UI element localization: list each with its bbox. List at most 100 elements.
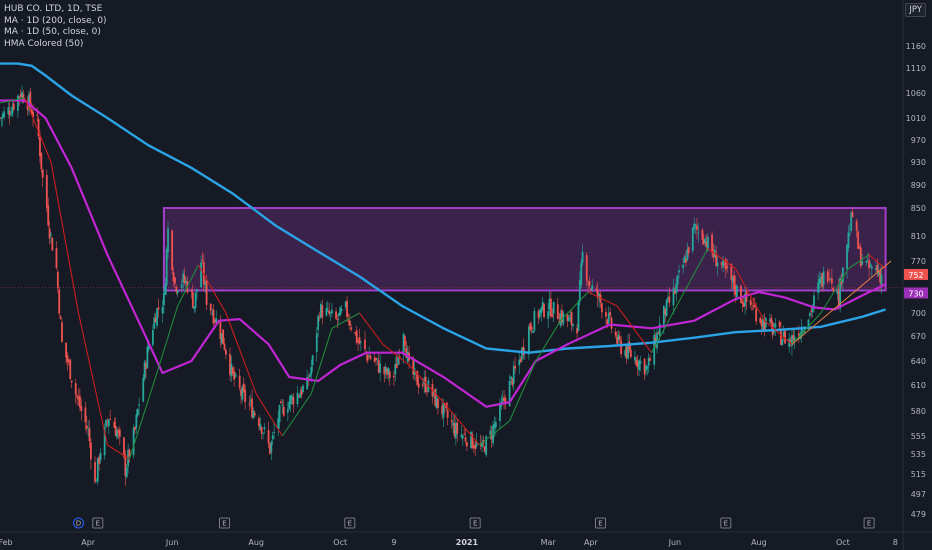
resistance-zone[interactable]: [162, 207, 887, 292]
candle-body[interactable]: [550, 298, 552, 317]
candle-body[interactable]: [625, 346, 628, 359]
candle-body[interactable]: [355, 330, 358, 343]
candle-body[interactable]: [375, 357, 377, 361]
candle-body[interactable]: [253, 413, 256, 416]
candle-body[interactable]: [869, 264, 872, 266]
candle-body[interactable]: [441, 405, 444, 415]
candle-body[interactable]: [80, 405, 83, 412]
earnings-marker[interactable]: [344, 517, 356, 529]
candle-body[interactable]: [830, 278, 833, 284]
candle-body[interactable]: [711, 234, 713, 253]
candle-body[interactable]: [596, 290, 599, 298]
candle-body[interactable]: [810, 310, 813, 313]
candle-body[interactable]: [519, 358, 522, 363]
candle-body[interactable]: [317, 315, 320, 330]
candle-body[interactable]: [106, 422, 109, 423]
candle-body[interactable]: [879, 270, 881, 283]
candle-body[interactable]: [201, 260, 204, 262]
candle-body[interactable]: [668, 296, 671, 303]
candle-body[interactable]: [302, 385, 304, 393]
candle-body[interactable]: [191, 292, 194, 308]
candle-body[interactable]: [793, 337, 796, 343]
candle-body[interactable]: [868, 260, 870, 269]
candle-body[interactable]: [223, 343, 226, 350]
candle-body[interactable]: [840, 278, 843, 285]
earnings-marker[interactable]: [219, 517, 230, 529]
candle-body[interactable]: [58, 289, 61, 314]
candle-body[interactable]: [19, 93, 22, 97]
candle-body[interactable]: [791, 335, 793, 346]
candle-body[interactable]: [778, 321, 781, 327]
candle-body[interactable]: [576, 327, 578, 334]
candle-body[interactable]: [78, 395, 81, 408]
legend-hma[interactable]: HMA Colored (50): [4, 38, 84, 49]
candle-body[interactable]: [69, 359, 72, 380]
candle-body[interactable]: [357, 340, 359, 342]
candle-body[interactable]: [26, 103, 29, 110]
candle-body[interactable]: [386, 369, 388, 375]
candle-body[interactable]: [694, 224, 697, 226]
candle-body[interactable]: [740, 285, 742, 303]
candle-body[interactable]: [204, 282, 207, 286]
candle-body[interactable]: [230, 363, 233, 377]
candle-body[interactable]: [350, 327, 353, 330]
candle-body[interactable]: [117, 430, 120, 434]
candle-body[interactable]: [21, 91, 23, 98]
candle-body[interactable]: [552, 301, 555, 314]
candle-body[interactable]: [164, 284, 167, 295]
candle-body[interactable]: [848, 233, 851, 235]
candle-body[interactable]: [521, 347, 523, 360]
candle-body[interactable]: [109, 418, 112, 420]
candle-body[interactable]: [489, 430, 492, 435]
candle-body[interactable]: [138, 404, 141, 406]
candle-body[interactable]: [855, 221, 858, 231]
candle-body[interactable]: [336, 319, 339, 320]
candle-body[interactable]: [693, 223, 696, 229]
dividend-marker[interactable]: [73, 517, 85, 529]
candle-body[interactable]: [65, 342, 68, 358]
candle-body[interactable]: [146, 346, 149, 369]
candle-body[interactable]: [377, 360, 380, 373]
candle-body[interactable]: [649, 358, 651, 361]
candle-body[interactable]: [715, 253, 718, 267]
candle-body[interactable]: [416, 371, 419, 386]
candle-body[interactable]: [752, 305, 755, 307]
candle-body[interactable]: [344, 301, 347, 308]
candle-body[interactable]: [37, 119, 40, 137]
candle-body[interactable]: [803, 330, 806, 333]
candle-body[interactable]: [696, 225, 698, 230]
candle-body[interactable]: [3, 111, 6, 118]
candle-body[interactable]: [402, 334, 405, 355]
candle-body[interactable]: [636, 361, 639, 367]
candle-body[interactable]: [461, 435, 464, 439]
candle-body[interactable]: [231, 367, 234, 374]
candle-body[interactable]: [656, 332, 658, 349]
candle-body[interactable]: [811, 305, 814, 312]
candle-body[interactable]: [180, 284, 183, 288]
candle-body[interactable]: [846, 244, 848, 269]
candle-body[interactable]: [87, 428, 90, 430]
candle-body[interactable]: [288, 401, 291, 409]
candle-body[interactable]: [193, 306, 196, 310]
candle-body[interactable]: [10, 114, 12, 116]
candle-body[interactable]: [17, 95, 19, 111]
candle-body[interactable]: [533, 310, 536, 331]
candle-body[interactable]: [614, 331, 617, 336]
candle-body[interactable]: [395, 363, 398, 369]
candle-body[interactable]: [481, 441, 483, 448]
candle-body[interactable]: [512, 366, 515, 384]
candle-body[interactable]: [645, 365, 647, 371]
candle-body[interactable]: [707, 236, 709, 251]
candle-body[interactable]: [331, 309, 333, 314]
candle-body[interactable]: [348, 320, 351, 326]
earnings-marker[interactable]: [469, 517, 481, 529]
candle-body[interactable]: [286, 409, 289, 413]
candle-body[interactable]: [792, 335, 795, 341]
candle-body[interactable]: [442, 403, 445, 418]
candle-body[interactable]: [639, 360, 642, 364]
candle-body[interactable]: [281, 404, 284, 406]
candle-body[interactable]: [39, 137, 41, 157]
candle-body[interactable]: [722, 258, 724, 268]
candle-body[interactable]: [41, 169, 44, 178]
candle-body[interactable]: [832, 287, 835, 292]
